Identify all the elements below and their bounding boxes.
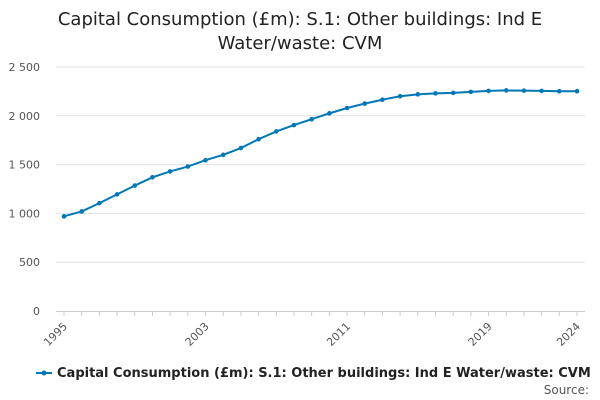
data-point-2007 — [273, 129, 279, 134]
x-tick-label-2011: 2011 — [324, 320, 353, 349]
data-point-2012 — [362, 101, 368, 106]
data-point-2023 — [557, 88, 562, 94]
chart-title-line-2: Water/waste: CVM — [218, 33, 383, 54]
data-point-2018 — [468, 89, 474, 95]
chart-title: Capital Consumption (£m): S.1: Other bui… — [58, 9, 542, 54]
data-point-1999 — [132, 183, 138, 188]
data-point-2002 — [185, 164, 191, 169]
grid — [56, 66, 585, 263]
data-point-2011 — [344, 105, 350, 111]
data-point-2003 — [203, 157, 208, 163]
source-label: Source: — [544, 383, 589, 397]
data-point-2020 — [503, 88, 509, 93]
data-point-2006 — [256, 136, 261, 142]
y-tick-label-1000: 1 000 — [9, 207, 41, 220]
data-point-2013 — [380, 97, 385, 102]
legend: Capital Consumption (£m): S.1: Other bui… — [36, 366, 591, 381]
x-tick-label-1995: 1995 — [41, 320, 70, 349]
data-point-2017 — [450, 90, 456, 96]
data-point-2009 — [309, 116, 314, 122]
data-point-2019 — [486, 88, 491, 94]
data-point-2022 — [539, 88, 544, 94]
y-axis-ticks: 0 500 1 000 1 500 2 000 2 500 — [9, 61, 41, 318]
x-tick-label-2003: 2003 — [183, 320, 212, 349]
data-point-2001 — [167, 169, 173, 174]
series-line-0 — [63, 89, 577, 218]
data-point-1998 — [114, 192, 120, 197]
data-point-1997 — [97, 200, 102, 206]
y-tick-label-1500: 1 500 — [9, 159, 41, 172]
chart-title-line-1: Capital Consumption (£m): S.1: Other bui… — [58, 9, 542, 30]
legend-dot-marker — [41, 370, 47, 376]
data-point-2016 — [433, 91, 438, 96]
x-tick-label-2019: 2019 — [466, 320, 495, 349]
data-point-2014 — [397, 93, 403, 99]
x-axis: 1995 2003 2011 2019 2024 — [41, 311, 585, 349]
data-point-2000 — [150, 174, 155, 180]
data-point-2005 — [238, 145, 244, 151]
data-point-2015 — [415, 92, 421, 97]
y-tick-label-2000: 2 000 — [9, 110, 41, 123]
y-tick-label-2500: 2 500 — [9, 61, 41, 74]
data-point-2024 — [574, 88, 580, 94]
data-point-1996 — [79, 209, 84, 214]
y-tick-label-0: 0 — [33, 305, 40, 318]
data-point-1995 — [61, 214, 67, 219]
legend-label: Capital Consumption (£m): S.1: Other bui… — [57, 366, 591, 381]
data-point-2021 — [521, 88, 527, 93]
data-point-2010 — [327, 111, 332, 116]
data-point-2008 — [291, 122, 297, 128]
series-layer — [61, 88, 580, 219]
x-tick-label-2024: 2024 — [554, 320, 583, 349]
data-point-2004 — [220, 152, 226, 158]
y-tick-label-500: 500 — [19, 256, 40, 269]
